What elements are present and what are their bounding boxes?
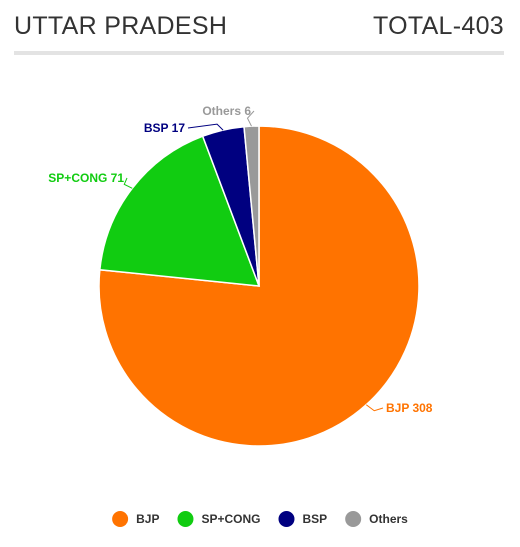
label-connectors [123, 110, 384, 412]
legend-marker-sp-cong [177, 511, 194, 527]
header-divider [14, 51, 504, 55]
legend-label-bjp: BJP [136, 512, 159, 526]
legend-item-sp-cong[interactable]: SP+CONG [177, 511, 260, 527]
chart-header: UTTAR PRADESH TOTAL-403 [14, 12, 504, 42]
connector-bsp [187, 123, 224, 131]
pie-slice-sp-cong[interactable] [99, 135, 261, 287]
connector-others [246, 110, 255, 127]
legend-marker-bjp [112, 511, 129, 527]
legend-marker-bsp [278, 511, 295, 527]
chart-title: UTTAR PRADESH [14, 12, 228, 40]
data-label-bjp: BJP 308 [386, 401, 433, 415]
data-label-bsp: BSP 17 [144, 121, 185, 135]
legend-marker-others [345, 511, 362, 527]
legend-label-others: Others [369, 512, 408, 526]
legend-label-bsp: BSP [302, 512, 327, 526]
data-label-others: Others 6 [202, 104, 251, 118]
legend-item-bjp[interactable]: BJP [112, 511, 159, 527]
data-label-sp-cong: SP+CONG 71 [48, 171, 124, 185]
legend: BJP SP+CONG BSP Others [112, 511, 408, 527]
legend-label-sp-cong: SP+CONG [201, 512, 260, 526]
legend-item-bsp[interactable]: BSP [278, 511, 327, 527]
pie-slices [98, 125, 420, 447]
chart-total: TOTAL-403 [373, 12, 504, 40]
connector-bjp [365, 404, 384, 412]
connector-sp-cong [123, 177, 133, 189]
data-labels: BJP 308 SP+CONG 71 BSP 17 Others 6 [48, 104, 433, 415]
legend-item-others[interactable]: Others [345, 511, 408, 527]
